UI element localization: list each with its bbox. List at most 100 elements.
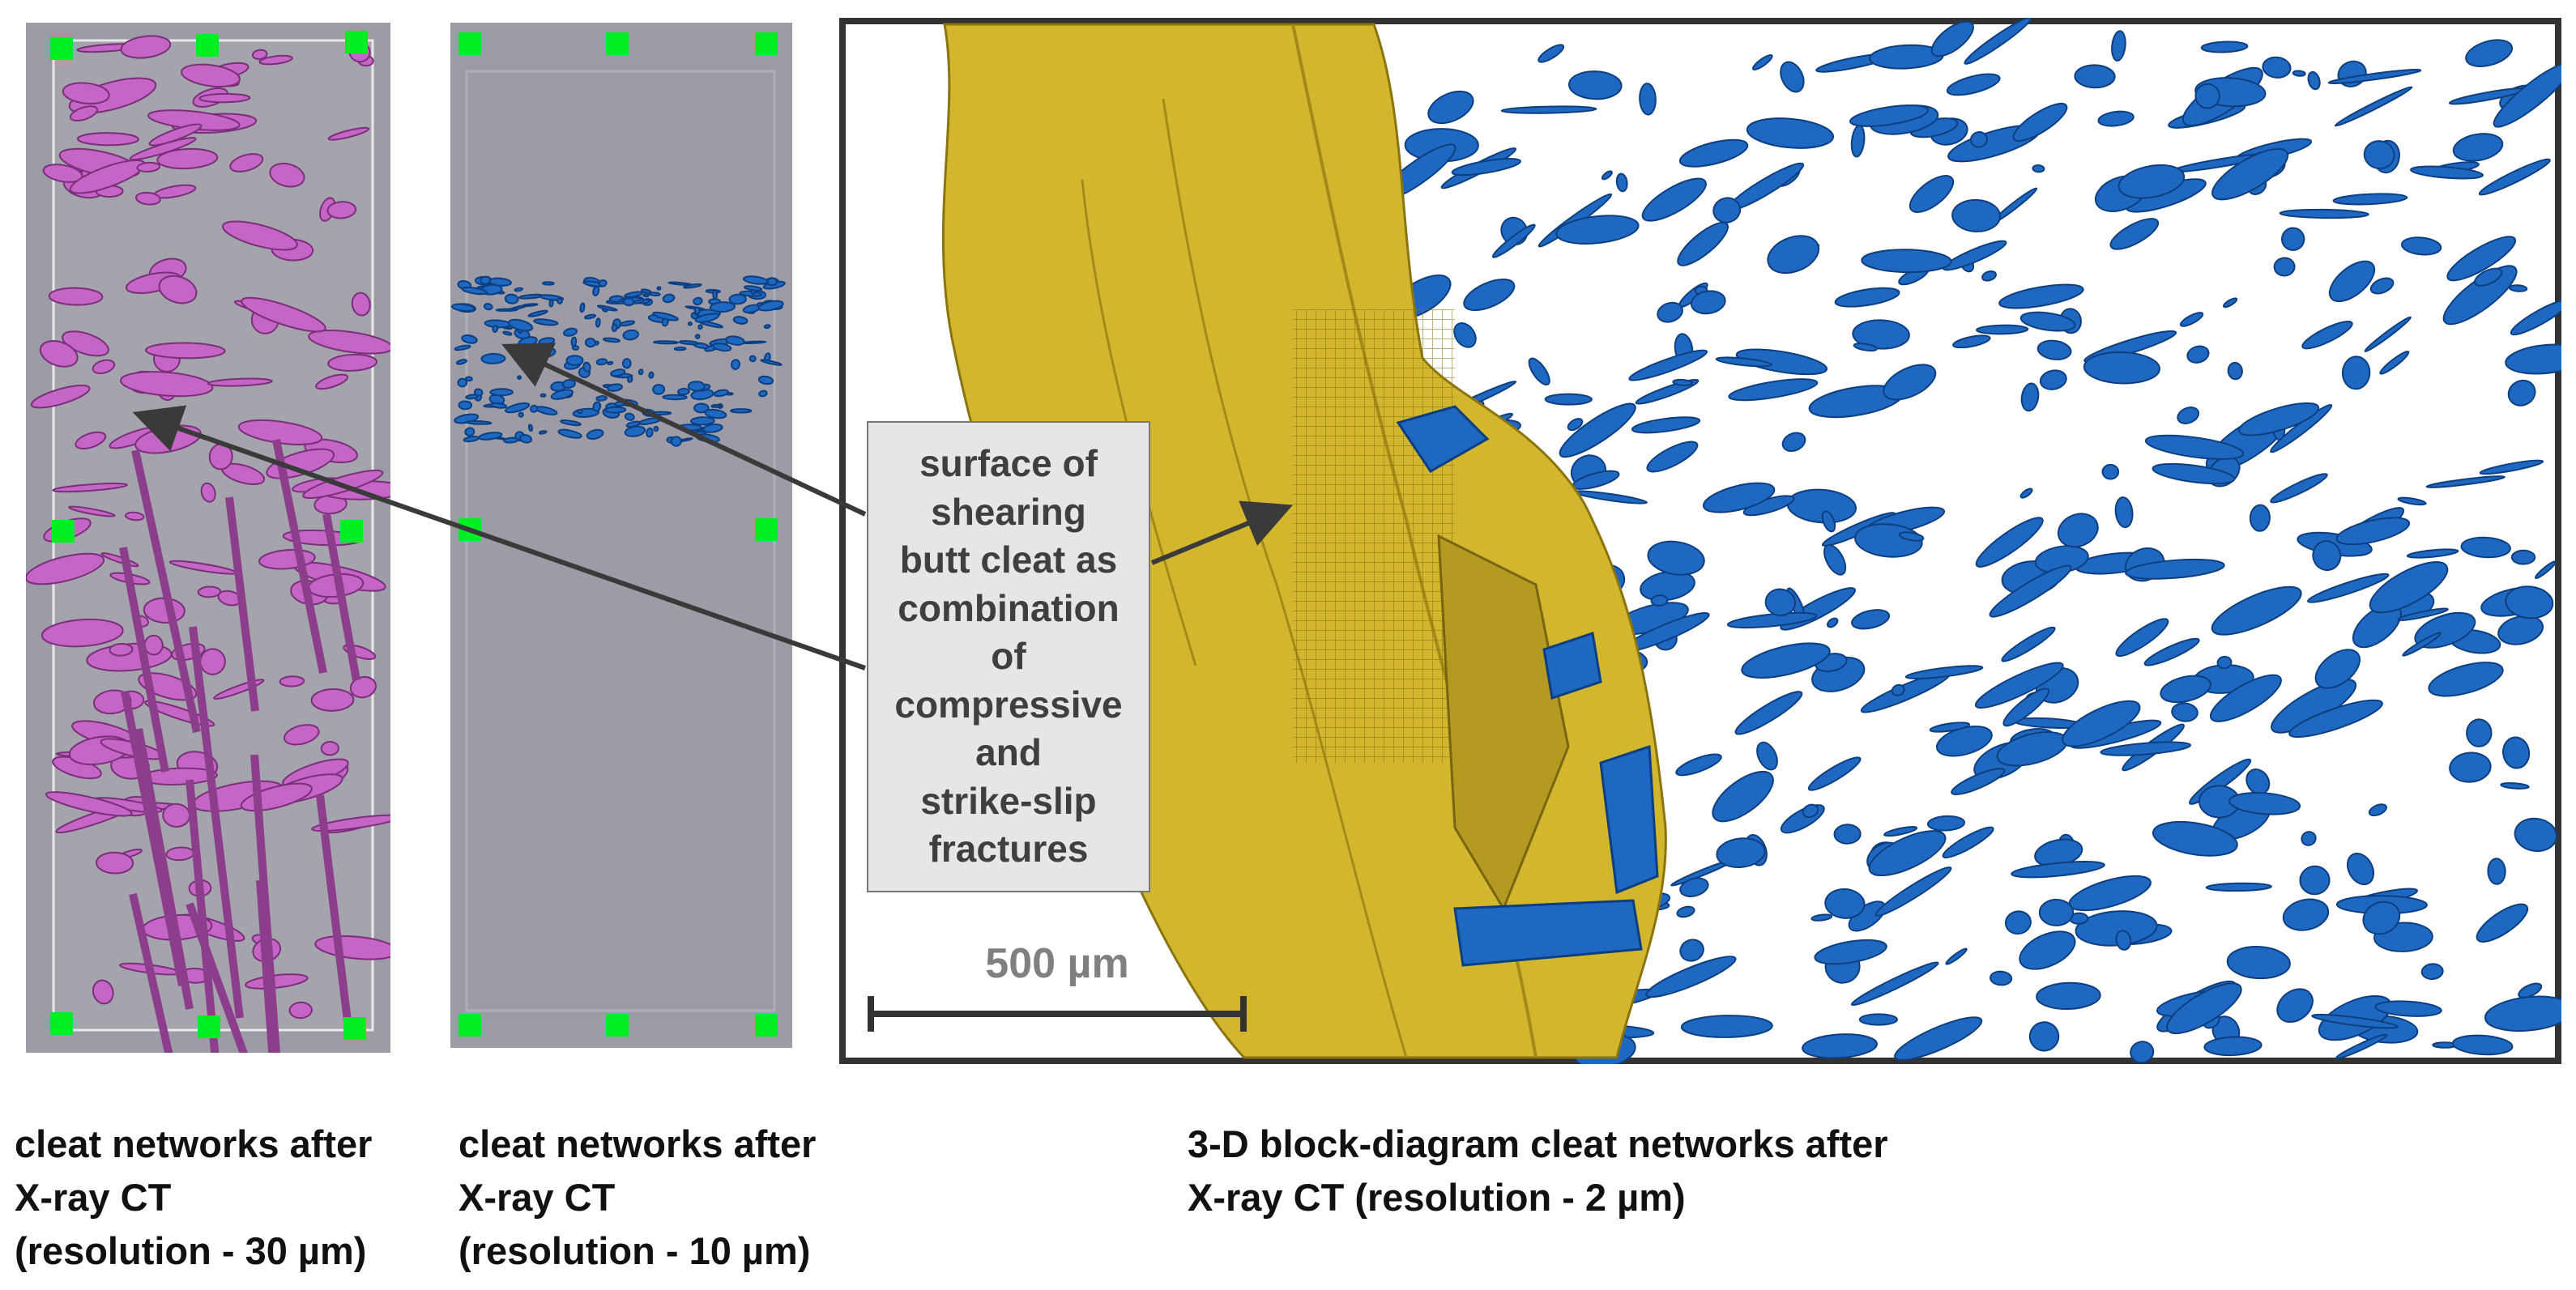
pink-fracture	[45, 791, 133, 817]
edge-handle[interactable]	[52, 520, 75, 543]
blue-fracture	[465, 420, 493, 425]
blue-fracture	[1712, 197, 1742, 224]
blue-fracture	[2335, 517, 2411, 546]
blue-fracture	[694, 313, 720, 323]
blue-fracture	[648, 371, 655, 379]
blue-fracture	[1559, 402, 1636, 458]
edge-handle[interactable]	[198, 1015, 220, 1038]
blue-fracture	[690, 416, 715, 426]
blue-fracture	[2011, 861, 2105, 879]
blue-fracture	[732, 316, 748, 325]
blue-fracture	[2508, 284, 2528, 292]
callout-line: and	[975, 731, 1042, 774]
blue-fracture	[1537, 44, 1565, 63]
blue-fracture	[2028, 1021, 2060, 1052]
blue-fracture	[1567, 418, 1584, 432]
pink-fracture	[351, 292, 371, 317]
blue-fracture	[677, 387, 690, 396]
pink-fracture	[92, 359, 116, 375]
shearing-cleat-callout: surface of shearing butt cleat as combin…	[867, 421, 1150, 892]
blue-fracture	[1850, 961, 1939, 1007]
blue-fracture	[743, 285, 763, 292]
blue-fracture	[529, 404, 539, 413]
blue-fracture	[1690, 290, 1726, 315]
blue-fracture	[2280, 227, 2305, 251]
blue-fracture	[2100, 741, 2192, 756]
edge-handle[interactable]	[606, 32, 629, 55]
blue-fracture	[1463, 278, 1516, 312]
ct-30-panel	[26, 23, 390, 1053]
corner-handle[interactable]	[458, 1014, 481, 1037]
blue-fracture	[2166, 982, 2242, 1035]
corner-handle[interactable]	[343, 1017, 366, 1040]
blue-fracture	[2518, 982, 2543, 998]
blue-fracture	[2171, 702, 2199, 722]
blue-fracture	[1810, 913, 1833, 922]
blue-fracture	[624, 412, 635, 421]
blue-fracture	[2465, 39, 2514, 67]
blue-fracture	[1974, 662, 2064, 709]
corner-handle[interactable]	[458, 32, 481, 55]
blue-fracture	[610, 368, 626, 377]
blue-fracture	[1647, 540, 1705, 576]
blue-fracture	[2125, 558, 2225, 580]
blue-fracture	[1894, 1016, 1983, 1061]
blue-fracture	[710, 403, 722, 408]
blue-fracture	[540, 393, 547, 398]
corner-handle[interactable]	[755, 1014, 778, 1037]
blue-fracture	[1891, 683, 1905, 696]
blue-fracture	[1898, 531, 1925, 542]
blue-fracture	[2369, 561, 2449, 614]
ct-10-caption: cleat networks after X-ray CT (resolutio…	[458, 1122, 817, 1272]
blue-fracture	[1874, 866, 1952, 917]
blue-fracture	[2228, 792, 2301, 815]
blue-fracture	[2368, 803, 2387, 817]
pink-fracture	[326, 201, 357, 219]
blue-fracture	[709, 301, 736, 313]
blue-fracture	[586, 428, 604, 441]
scale-bar-label: 500 µm	[985, 940, 1129, 987]
blue-fracture	[2057, 513, 2099, 548]
edge-handle[interactable]	[340, 520, 363, 543]
edge-handle[interactable]	[755, 518, 778, 541]
blue-fracture	[693, 402, 710, 414]
blue-fracture-scatter	[1380, 18, 2561, 1064]
pink-fracture	[52, 483, 128, 493]
blue-fracture	[2314, 649, 2361, 689]
corner-handle[interactable]	[50, 37, 73, 60]
blue-fracture	[2038, 898, 2075, 926]
blue-fracture	[1672, 378, 1693, 386]
blue-fracture	[2505, 343, 2561, 375]
blue-fracture	[1676, 905, 1695, 918]
blue-fracture	[563, 327, 578, 337]
blue-fracture	[2307, 573, 2390, 603]
blue-fracture	[2288, 699, 2383, 739]
blue-fracture	[2479, 459, 2544, 475]
corner-handle[interactable]	[345, 31, 368, 53]
blue-fracture	[502, 436, 519, 444]
blue-fracture	[2420, 963, 2444, 981]
blue-fracture	[2507, 379, 2536, 407]
blue-fracture	[2510, 549, 2536, 565]
blue-fracture	[1823, 543, 1847, 576]
callout-line: fractures	[928, 828, 1089, 871]
pink-fracture	[207, 377, 273, 387]
callout-line: compressive	[894, 683, 1123, 726]
blue-fracture	[1726, 611, 1818, 629]
blue-fracture	[2487, 858, 2506, 885]
blue-fracture	[2227, 361, 2243, 381]
edge-handle[interactable]	[606, 1014, 629, 1037]
blue-fracture	[2449, 751, 2492, 783]
corner-handle[interactable]	[755, 32, 778, 55]
blue-fracture	[2144, 434, 2245, 460]
blue-fracture	[2474, 267, 2503, 287]
edge-handle[interactable]	[196, 34, 219, 57]
blue-fracture	[602, 337, 621, 343]
blue-fracture	[514, 287, 523, 292]
pink-fracture	[156, 147, 219, 170]
blue-fracture	[2402, 632, 2442, 657]
blue-fracture	[619, 320, 636, 327]
blue-fracture	[2209, 674, 2282, 722]
corner-handle[interactable]	[50, 1012, 73, 1035]
